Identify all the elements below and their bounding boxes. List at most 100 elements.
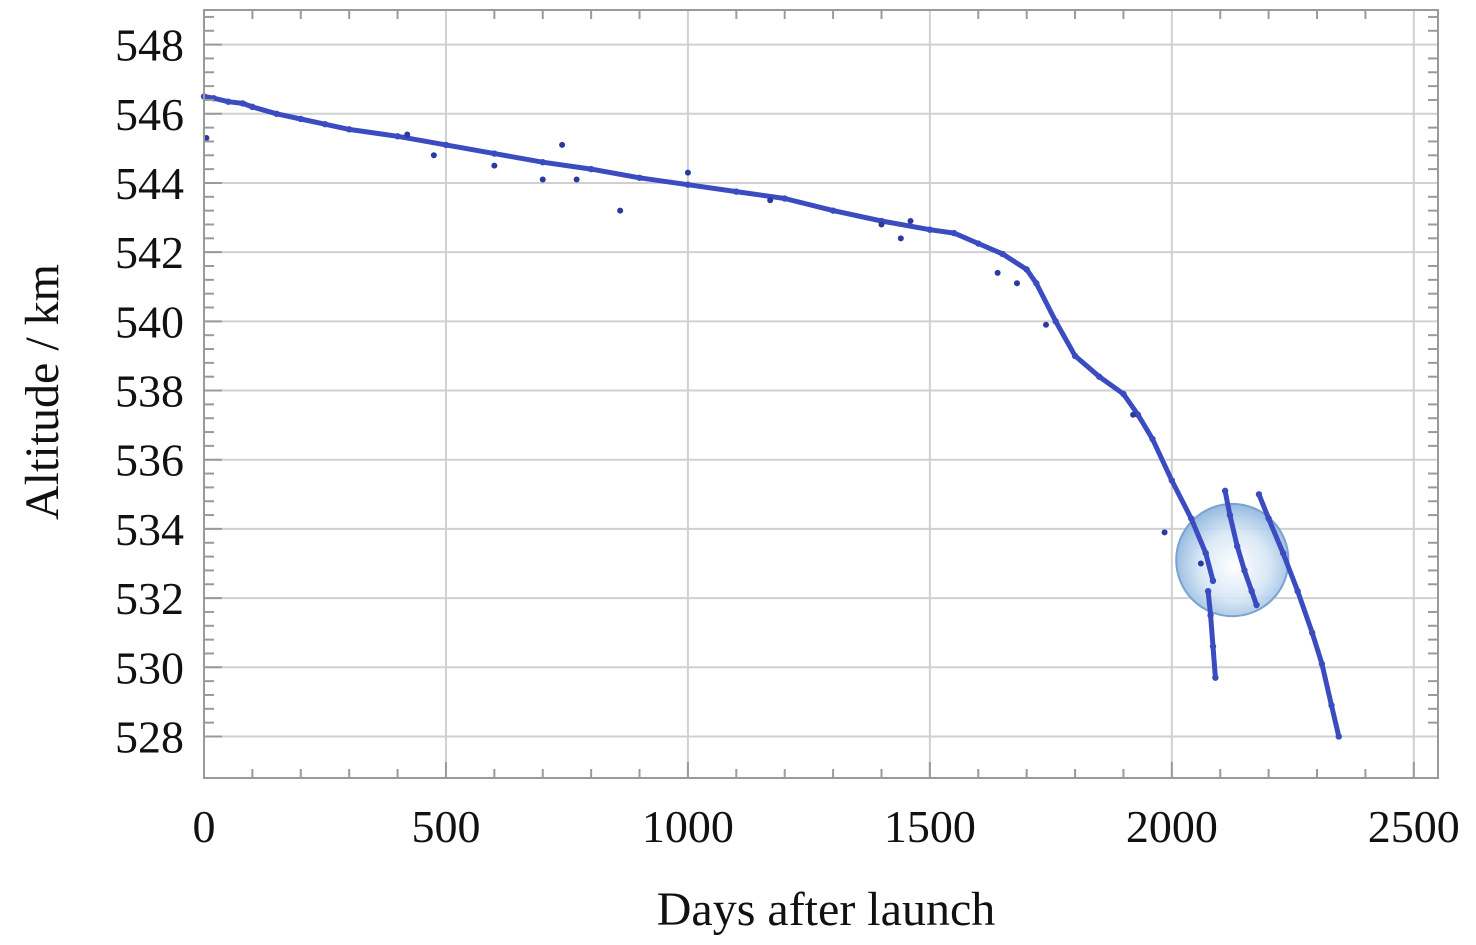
data-point [950, 229, 958, 237]
data-point [1204, 587, 1212, 595]
data-point [1221, 487, 1229, 495]
data-point [1052, 318, 1059, 325]
data-point [636, 174, 643, 181]
data-point [321, 120, 329, 128]
data-point [297, 115, 304, 123]
data-point [1209, 643, 1217, 650]
data-point [1023, 266, 1030, 273]
outlier-point [878, 221, 885, 228]
x-tick-label: 1000 [642, 801, 734, 852]
outlier-point [539, 176, 546, 183]
data-point [1241, 567, 1248, 574]
data-point [224, 98, 232, 105]
outlier-point [404, 131, 411, 138]
outlier-point [430, 152, 437, 159]
y-tick-label: 544 [115, 158, 184, 209]
data-point [999, 250, 1006, 258]
data-point [1226, 511, 1234, 519]
data-point [539, 159, 546, 166]
plot-area [204, 10, 1438, 778]
y-tick-label: 534 [115, 504, 184, 555]
data-layer [200, 93, 1342, 740]
data-point [781, 195, 788, 202]
y-axis-title: Altitude / km [16, 264, 69, 520]
y-tick-label: 532 [115, 573, 184, 624]
data-point [1096, 373, 1103, 380]
data-point [1149, 435, 1156, 443]
y-tick-labels: 528 530 532 534 536 538 540 542 544 546 548 [115, 20, 184, 763]
outlier-point [1197, 560, 1204, 567]
x-tick-label: 500 [411, 801, 480, 852]
data-point [239, 100, 246, 107]
y-tick-label: 538 [115, 366, 184, 417]
data-point [394, 133, 401, 140]
x-tick-label: 2500 [1368, 801, 1460, 852]
data-point [1168, 477, 1176, 484]
data-point [587, 165, 595, 173]
data-point [1335, 733, 1342, 740]
x-tick-labels: 0 500 1000 1500 2000 2500 [193, 801, 1460, 852]
data-point [1071, 352, 1079, 360]
x-tick-label: 2000 [1126, 801, 1218, 852]
data-point [1233, 543, 1241, 550]
outlier-point [994, 269, 1001, 276]
data-point [1207, 612, 1214, 619]
y-tick-label: 542 [115, 227, 184, 278]
data-point [249, 103, 256, 111]
series-line [1205, 588, 1218, 681]
data-point [273, 110, 280, 117]
outlier-point [767, 197, 774, 204]
data-point [1265, 515, 1272, 522]
data-point [1188, 515, 1195, 522]
data-point [491, 150, 498, 157]
series-line [201, 94, 1216, 584]
tick-marks [203, 10, 1438, 778]
data-point [975, 240, 982, 247]
outlier-point [559, 141, 566, 148]
data-point [345, 126, 353, 133]
outlier-point [907, 218, 914, 225]
y-tick-label: 528 [115, 711, 184, 762]
x-tick-label: 0 [193, 801, 216, 852]
x-axis-title: Days after launch [657, 883, 996, 936]
outlier-point [897, 235, 904, 242]
y-tick-label: 546 [115, 89, 184, 140]
y-tick-label: 548 [115, 20, 184, 71]
data-point [1212, 674, 1219, 681]
y-tick-label: 536 [115, 435, 184, 486]
grid-lines [203, 10, 1438, 778]
outlier-point [1130, 411, 1137, 418]
data-point [1279, 549, 1287, 557]
highlight-layer [1175, 502, 1290, 618]
data-point [1202, 549, 1209, 557]
outlier-point [684, 169, 691, 176]
outlier-point [1161, 529, 1168, 536]
y-tick-label: 530 [115, 642, 184, 693]
data-point [684, 181, 692, 188]
x-tick-label: 1500 [884, 801, 976, 852]
data-point [1248, 587, 1255, 595]
data-point [1308, 629, 1316, 636]
data-point [1318, 660, 1326, 668]
data-point [442, 141, 450, 149]
data-point [829, 207, 837, 214]
data-point [926, 226, 934, 233]
data-point [1255, 491, 1263, 498]
data-point [1253, 601, 1260, 609]
y-tick-label: 540 [115, 296, 184, 347]
outlier-point [1013, 280, 1020, 287]
plot-frame [203, 9, 1439, 779]
data-point [1134, 411, 1142, 418]
data-point [1120, 390, 1127, 398]
series-line [1256, 491, 1342, 739]
data-point [1209, 577, 1217, 585]
data-point [733, 188, 740, 195]
outlier-point [1043, 321, 1050, 328]
data-point [1328, 702, 1335, 709]
highlight-circle [1175, 502, 1290, 618]
data-point [1294, 587, 1301, 595]
outlier-point [573, 176, 580, 183]
outlier-point [617, 207, 624, 214]
outlier-point [491, 162, 498, 169]
